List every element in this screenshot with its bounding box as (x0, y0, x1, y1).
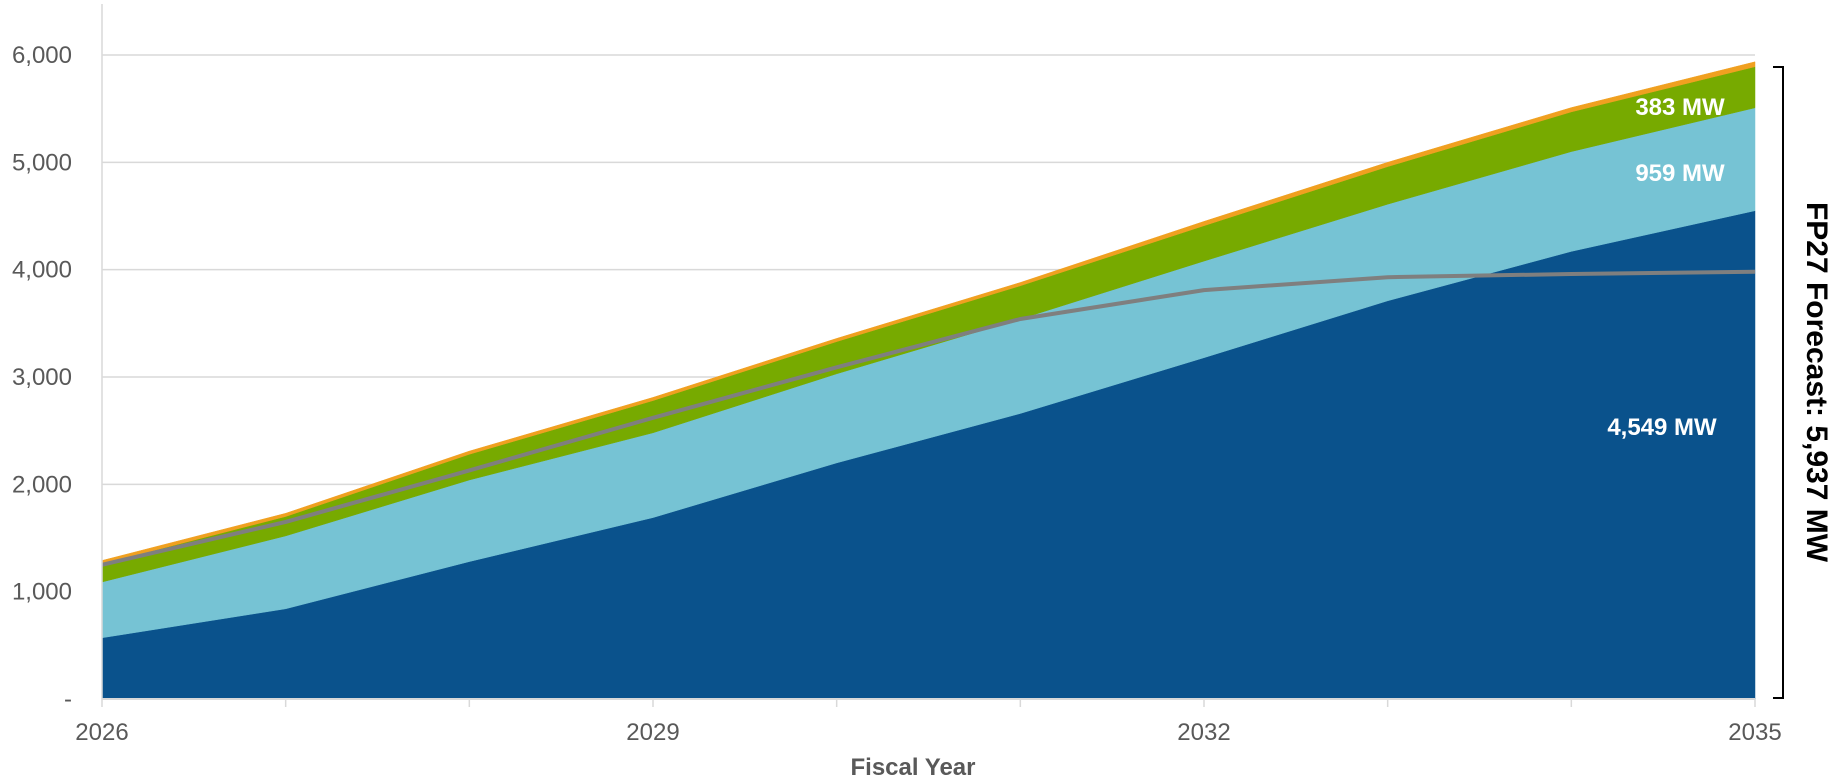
y-tick-label: - (64, 686, 72, 713)
y-tick-label: 1,000 (12, 579, 72, 606)
forecast-bracket-label: FP27 Forecast: 5,937 MW (1800, 202, 1833, 563)
x-tick-label: 2029 (626, 719, 679, 746)
y-tick-label: 2,000 (12, 471, 72, 498)
y-tick-label: 4,000 (12, 257, 72, 284)
x-axis (101, 4, 1756, 707)
forecast-bracket (1773, 66, 1784, 699)
y-axis-tick-labels: - 1,000 2,000 3,000 4,000 5,000 6,000 (12, 42, 72, 713)
line-line (101, 269, 1756, 567)
area-label-s2: 959 MW (1635, 160, 1725, 187)
area-series (101, 61, 1756, 700)
area-label-s3: 383 MW (1635, 94, 1725, 121)
x-axis-title: Fiscal Year (851, 754, 976, 781)
line-series (101, 269, 1756, 567)
x-axis-tick-labels: 2026 2029 2032 2035 (75, 719, 1781, 746)
area-s4 (101, 61, 1756, 565)
y-tick-label: 5,000 (12, 149, 72, 176)
x-tick-label: 2032 (1177, 719, 1230, 746)
x-tick-label: 2035 (1728, 719, 1781, 746)
area-label-s1: 4,549 MW (1607, 414, 1717, 441)
x-tick-label: 2026 (75, 719, 128, 746)
area-s1 (101, 210, 1756, 700)
y-tick-label: 3,000 (12, 364, 72, 391)
y-tick-label: 6,000 (12, 42, 72, 69)
